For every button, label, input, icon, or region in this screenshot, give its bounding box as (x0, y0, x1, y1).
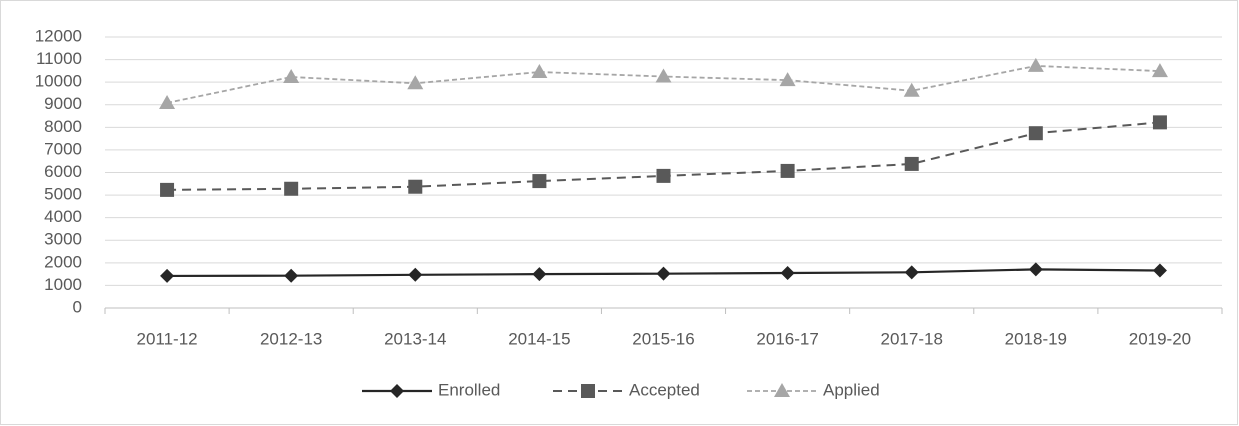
y-tick-label: 5000 (44, 185, 82, 204)
y-tick-label: 6000 (44, 162, 82, 181)
x-tick-label: 2014-15 (508, 329, 570, 348)
data-point (284, 181, 299, 196)
data-point (1028, 262, 1043, 277)
y-tick-label: 3000 (44, 230, 82, 249)
legend-marker (390, 384, 404, 398)
x-tick-label: 2016-17 (756, 329, 818, 348)
legend-label: Applied (823, 380, 880, 399)
data-point (532, 174, 547, 189)
data-point (283, 68, 300, 83)
legend-label: Accepted (629, 380, 700, 399)
y-tick-label: 10000 (35, 72, 82, 91)
y-tick-label: 0 (73, 297, 82, 316)
x-tick-label: 2015-16 (632, 329, 694, 348)
data-point (780, 163, 795, 178)
data-point (656, 266, 671, 281)
data-point (780, 265, 795, 280)
y-tick-label: 11000 (36, 49, 82, 68)
data-point (1152, 263, 1167, 278)
data-point (656, 168, 671, 183)
x-tick-label: 2012-13 (260, 329, 322, 348)
data-point (904, 265, 919, 280)
data-point (284, 268, 299, 283)
data-point (160, 268, 175, 283)
data-point (160, 182, 175, 197)
data-point (655, 68, 672, 83)
y-tick-label: 8000 (44, 117, 82, 136)
data-point (1027, 57, 1044, 72)
x-tick-label: 2013-14 (384, 329, 446, 348)
data-point (531, 64, 548, 79)
legend-label: Enrolled (438, 380, 500, 399)
y-tick-label: 1000 (44, 275, 82, 294)
y-tick-label: 2000 (44, 252, 82, 271)
x-tick-label: 2017-18 (881, 329, 943, 348)
data-point (1152, 115, 1167, 130)
x-tick-label: 2011-12 (136, 329, 197, 348)
legend-marker (774, 383, 790, 397)
data-point (532, 267, 547, 282)
y-tick-label: 9000 (44, 94, 82, 113)
data-point (408, 179, 423, 194)
x-tick-label: 2018-19 (1005, 329, 1067, 348)
y-tick-label: 12000 (35, 26, 82, 45)
data-point (407, 75, 424, 90)
data-point (903, 82, 920, 97)
data-point (408, 267, 423, 282)
y-tick-label: 7000 (44, 139, 82, 158)
data-point (904, 156, 919, 171)
data-point (1028, 126, 1043, 141)
y-tick-label: 4000 (44, 207, 82, 226)
data-point (1151, 63, 1168, 78)
data-point (779, 72, 796, 87)
data-point (159, 94, 176, 109)
x-tick-label: 2019-20 (1129, 329, 1191, 348)
legend-marker (581, 384, 595, 398)
